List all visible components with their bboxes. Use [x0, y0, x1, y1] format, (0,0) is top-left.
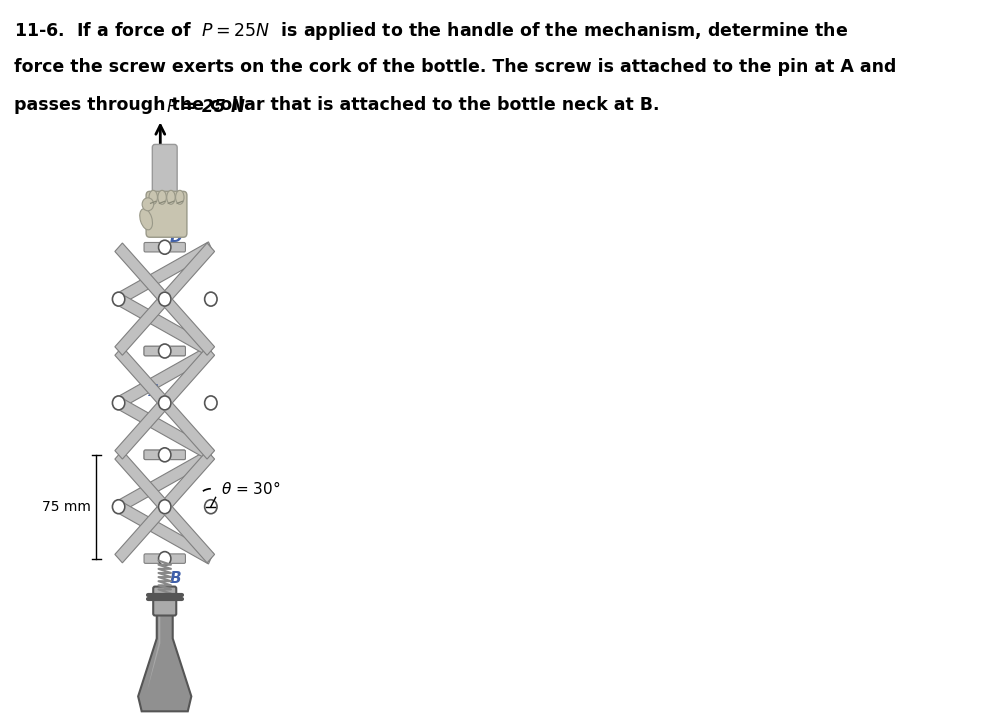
Polygon shape: [147, 610, 160, 691]
Circle shape: [158, 552, 171, 565]
Ellipse shape: [175, 190, 184, 204]
FancyBboxPatch shape: [144, 450, 185, 460]
Ellipse shape: [158, 190, 166, 204]
Circle shape: [113, 500, 125, 514]
Ellipse shape: [166, 190, 175, 204]
Polygon shape: [115, 347, 215, 459]
Polygon shape: [115, 243, 215, 355]
Polygon shape: [116, 345, 214, 408]
Polygon shape: [116, 397, 214, 460]
Polygon shape: [138, 609, 192, 711]
Circle shape: [113, 292, 125, 306]
Text: A: A: [148, 384, 160, 399]
Polygon shape: [115, 243, 215, 355]
Polygon shape: [116, 450, 214, 512]
Polygon shape: [116, 242, 214, 305]
Circle shape: [158, 448, 171, 462]
Polygon shape: [116, 501, 214, 564]
FancyBboxPatch shape: [144, 554, 185, 563]
Circle shape: [158, 292, 171, 306]
Polygon shape: [115, 347, 215, 459]
Ellipse shape: [149, 190, 157, 204]
FancyBboxPatch shape: [146, 191, 186, 237]
FancyBboxPatch shape: [144, 346, 185, 355]
Text: B: B: [170, 571, 181, 586]
Circle shape: [158, 344, 171, 358]
FancyBboxPatch shape: [144, 346, 185, 355]
Circle shape: [205, 500, 217, 514]
Text: force the screw exerts on the cork of the bottle. The screw is attached to the p: force the screw exerts on the cork of th…: [14, 58, 896, 75]
Text: 75 mm: 75 mm: [42, 500, 91, 514]
Text: passes through the collar that is attached to the bottle neck at B.: passes through the collar that is attach…: [14, 96, 659, 114]
Polygon shape: [115, 450, 215, 563]
Circle shape: [158, 240, 171, 254]
Ellipse shape: [140, 209, 152, 230]
Text: $P$ = 25 N: $P$ = 25 N: [165, 98, 246, 117]
Polygon shape: [116, 294, 214, 356]
Text: D: D: [170, 230, 182, 245]
FancyBboxPatch shape: [144, 243, 185, 252]
FancyBboxPatch shape: [152, 144, 177, 195]
Circle shape: [205, 396, 217, 410]
Circle shape: [142, 198, 153, 211]
Polygon shape: [115, 450, 215, 563]
Text: $\theta$ = 30°: $\theta$ = 30°: [222, 480, 281, 497]
Text: 11-6.  If a force of  $P = 25N$  is applied to the handle of the mechanism, dete: 11-6. If a force of $P = 25N$ is applied…: [14, 20, 848, 42]
FancyBboxPatch shape: [153, 586, 176, 615]
Circle shape: [158, 500, 171, 514]
Circle shape: [158, 396, 171, 410]
FancyBboxPatch shape: [144, 450, 185, 460]
Circle shape: [113, 396, 125, 410]
Circle shape: [205, 292, 217, 306]
